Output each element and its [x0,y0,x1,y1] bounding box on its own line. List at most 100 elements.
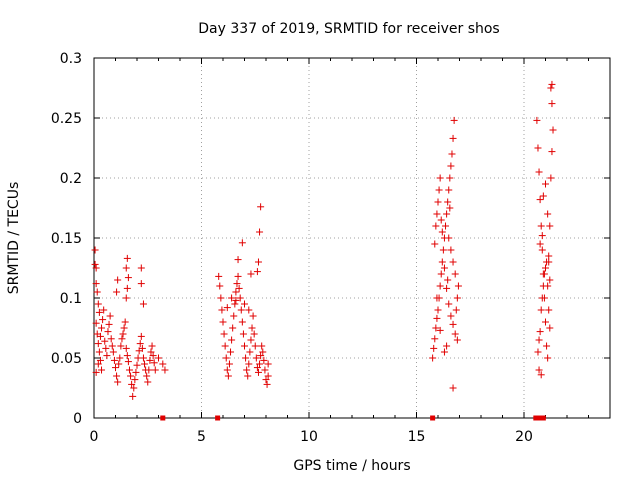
data-point [534,144,542,152]
data-point [113,372,121,380]
data-point [431,335,439,343]
data-point [445,234,453,242]
data-point [536,328,544,336]
axis-ticks: 0 0.05 0.1 0.15 0.2 0.25 0.3 0 5 10 15 20 [51,51,611,445]
data-point [131,376,139,384]
chart-title: Day 337 of 2019, SRMTID for receiver sho… [198,21,499,37]
data-point [544,210,552,218]
data-point [92,368,100,376]
data-point [439,246,447,254]
data-point [547,174,555,182]
data-point [235,284,243,292]
data-point [535,366,543,374]
data-point [218,306,226,314]
data-point [431,240,439,248]
data-point [124,358,132,366]
data-point [440,264,448,272]
data-point [220,330,228,338]
data-point [109,348,117,356]
data-point [107,335,115,343]
data-point [110,356,118,364]
data-point [544,354,552,362]
data-point [443,284,451,292]
data-point [91,246,99,254]
data-point [137,280,145,288]
data-point [438,258,446,266]
data-point [238,318,246,326]
data-point [442,222,450,230]
data-point [228,336,236,344]
data-point [221,342,229,350]
data-point [444,276,452,284]
data-point [222,354,230,362]
data-point [120,324,128,332]
x-tick-label: 10 [300,429,318,445]
data-point [436,326,444,334]
zero-value-marker [540,415,546,421]
data-point [252,354,260,362]
data-point [121,318,129,326]
data-point [546,324,554,332]
data-point [433,314,441,322]
data-point [433,210,441,218]
data-point [219,318,227,326]
zero-value-marker [160,415,166,421]
data-point [146,356,154,364]
data-point [545,306,553,314]
data-point [446,174,454,182]
data-point [112,364,119,372]
data-point [161,366,169,374]
data-point [98,366,106,374]
data-point [539,192,547,200]
data-point [118,335,126,343]
data-point [122,264,130,272]
data-point [122,344,130,352]
data-point [236,294,244,302]
data-point [117,342,125,350]
data-point [215,272,223,280]
data-point [451,270,459,278]
y-tick-label: 0 [73,411,82,427]
data-point [258,342,266,350]
x-tick-label: 5 [197,429,206,445]
data-point [248,324,256,332]
data-point [548,100,556,108]
data-point [535,336,543,344]
data-point [99,316,107,324]
data-point [447,162,455,170]
data-point [223,366,231,374]
data-point [114,276,122,284]
data-point [545,252,553,260]
zero-value-marker [430,415,436,421]
data-point [450,116,458,124]
data-point [234,256,242,264]
data-point [546,222,554,230]
data-point [436,174,444,182]
data-point [449,384,457,392]
data-point [115,360,123,368]
data-point [250,330,258,338]
data-point [254,258,262,266]
data-point [547,84,555,92]
data-point [137,264,145,272]
data-point [106,312,114,320]
data-point [253,364,261,372]
data-point [432,222,440,230]
data-point [449,320,457,328]
data-point [223,304,231,312]
data-point [434,198,442,206]
data-point [446,204,454,212]
data-point [445,186,453,194]
data-point [238,239,246,247]
data-point [128,380,136,388]
data-point [251,342,259,350]
data-point [217,294,225,302]
data-point [241,342,248,350]
data-point [95,348,103,356]
data-point [241,300,248,308]
data-point [102,344,110,352]
data-point [137,332,145,340]
data-point [263,380,271,388]
data-point [155,354,162,362]
